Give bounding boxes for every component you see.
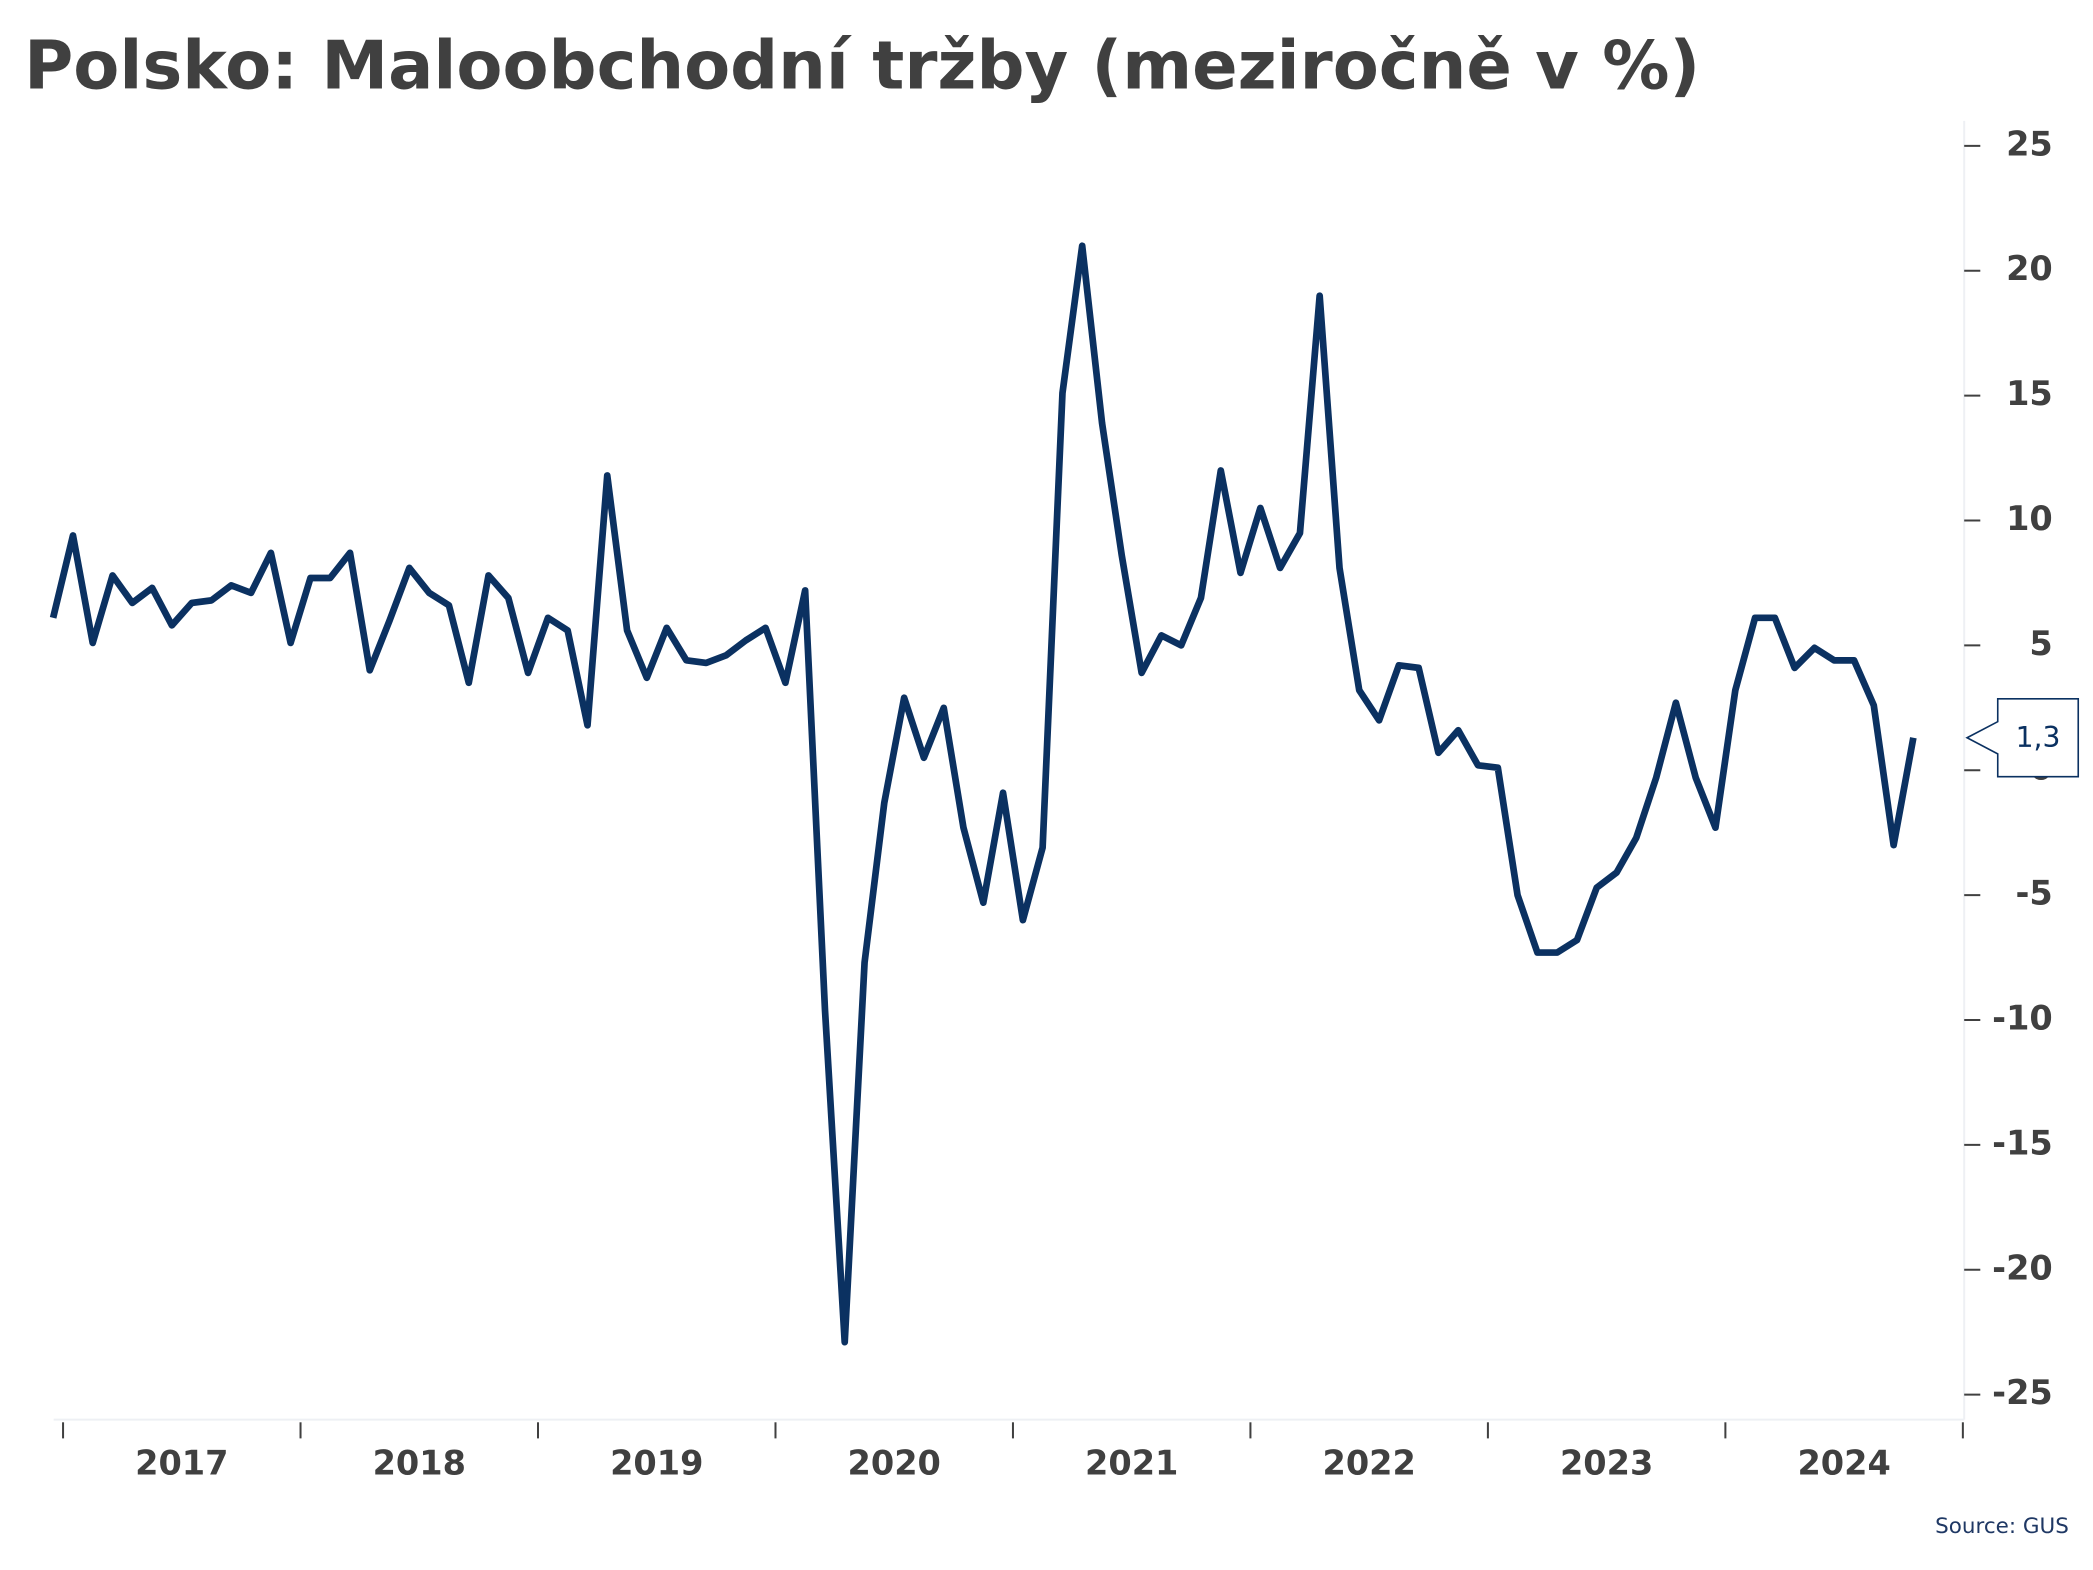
y-tick-label: -5	[2015, 874, 2052, 913]
y-tick-label: -15	[1992, 1123, 2053, 1162]
x-tick-label: 2023	[1560, 1444, 1653, 1483]
y-tick-label: 20	[2006, 249, 2053, 288]
x-tick-label: 2020	[848, 1444, 941, 1483]
y-tick-label: 15	[2006, 374, 2053, 413]
y-tick-label: 25	[2006, 124, 2053, 163]
series-line	[49, 242, 1917, 1346]
source: Source: GUS	[1935, 1514, 2069, 1539]
x-tick-label: 2019	[610, 1444, 703, 1483]
value-label: 1,3	[2016, 721, 2061, 754]
x-tick-label: 2021	[1085, 1444, 1178, 1483]
label-box	[1965, 698, 2080, 778]
y-tick-label: -10	[1992, 998, 2053, 1037]
chart-title: Polsko: Maloobchodní tržby (meziročně v …	[24, 26, 1700, 104]
y-tick-label: 10	[2006, 499, 2053, 538]
y-tick-label: 5	[2029, 624, 2052, 663]
y-tick-label: -25	[1992, 1373, 2053, 1412]
x-tick-label: 2024	[1797, 1444, 1890, 1483]
y-tick-label: -20	[1992, 1248, 2053, 1287]
x-tick-label: 2017	[135, 1444, 228, 1483]
x-tick-label: 2022	[1323, 1444, 1416, 1483]
x-tick-label: 2018	[373, 1444, 466, 1483]
